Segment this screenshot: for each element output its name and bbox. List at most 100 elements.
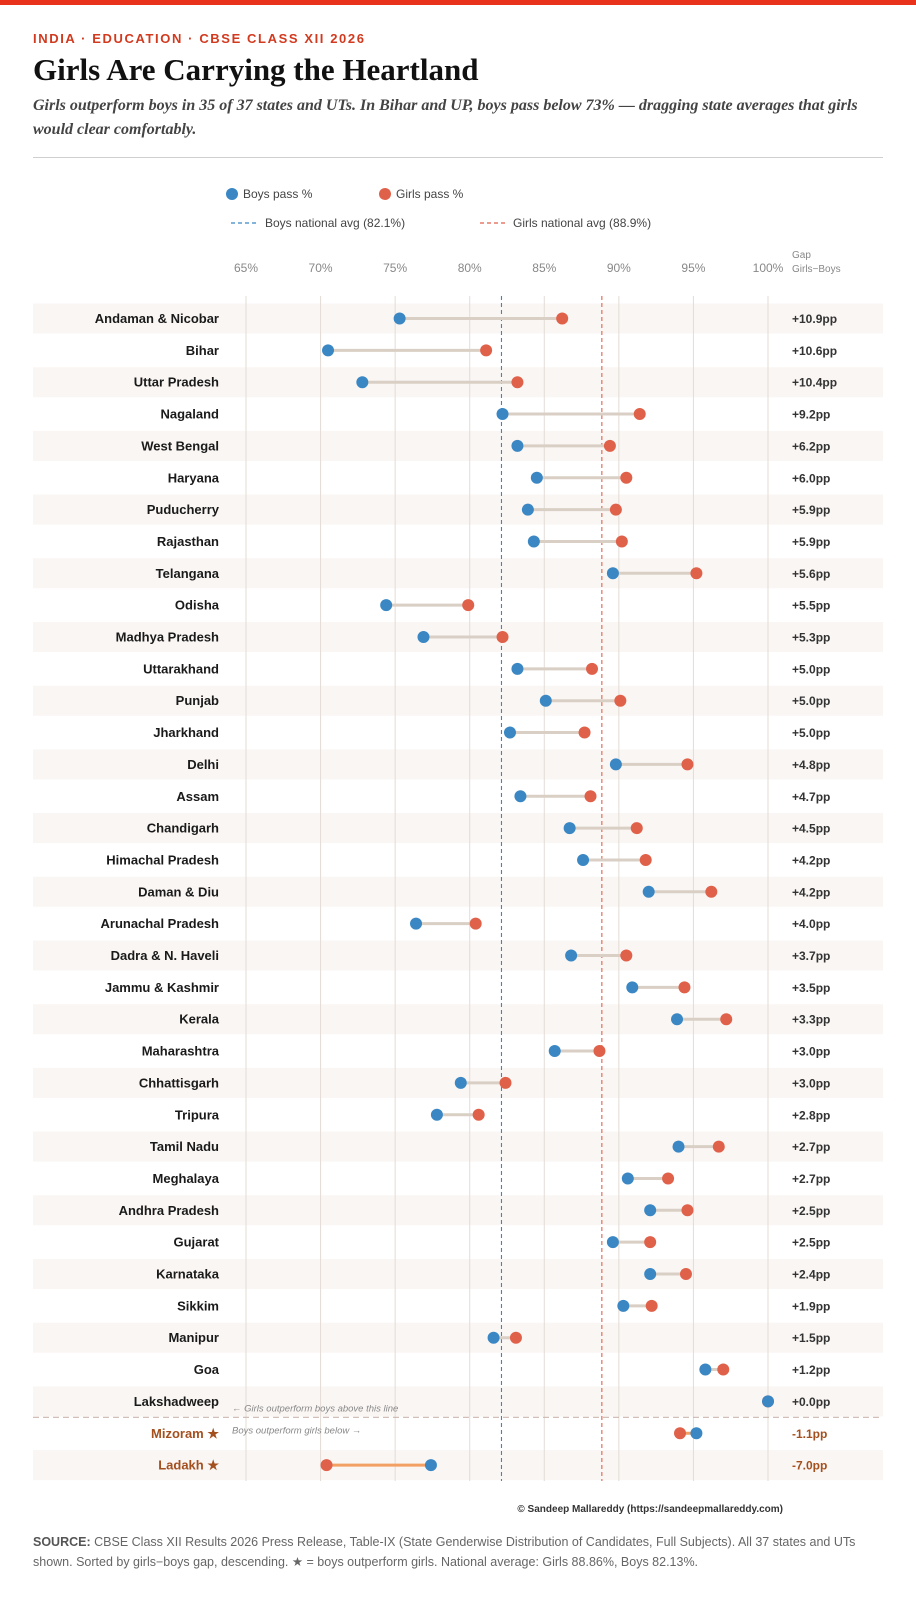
state-label: Kerala (179, 1012, 220, 1027)
row-band (33, 813, 883, 844)
gap-label: +10.6pp (792, 344, 837, 358)
row-band (33, 749, 883, 780)
girls-point (499, 1076, 512, 1089)
boys-point (521, 503, 534, 516)
gap-label: +2.7pp (792, 1172, 830, 1186)
state-label: Chandigarh (147, 821, 219, 836)
girls-point (678, 981, 691, 994)
state-label: Bihar (186, 343, 219, 358)
boys-point (514, 790, 527, 803)
state-label: Andaman & Nicobar (95, 311, 219, 326)
girls-point (720, 1013, 733, 1026)
state-label: Nagaland (160, 407, 219, 422)
gap-label: +5.0pp (792, 726, 830, 740)
state-label: Madhya Pradesh (116, 630, 219, 645)
x-tick-label: 90% (607, 261, 631, 275)
divider-note-above: ← Girls outperform boys above this line (232, 1403, 398, 1414)
boys-point (322, 344, 335, 357)
legend-boys-label: Boys pass % (243, 187, 313, 201)
gap-label: +0.0pp (792, 1395, 830, 1409)
row-band (33, 1004, 883, 1035)
row-band (33, 558, 883, 589)
gap-label: +1.2pp (792, 1363, 830, 1377)
source-note: SOURCE: CBSE Class XII Results 2026 Pres… (33, 1532, 893, 1572)
state-label: Arunachal Pradesh (101, 916, 220, 931)
girls-point (480, 344, 493, 357)
girls-point (462, 599, 475, 612)
state-label: Puducherry (147, 502, 220, 517)
boys-point (380, 599, 393, 612)
row-band (33, 494, 883, 525)
girls-point (639, 853, 652, 866)
legend-girls-label: Girls pass % (396, 187, 464, 201)
girls-point (615, 535, 628, 548)
gap-label: +5.0pp (792, 694, 830, 708)
gap-label: +5.9pp (792, 503, 830, 517)
gap-label: +3.3pp (792, 1013, 830, 1027)
boys-point (530, 471, 543, 484)
boys-point (565, 949, 578, 962)
girls-point (630, 822, 643, 835)
state-label: Gujarat (173, 1235, 219, 1250)
state-label: Tripura (175, 1107, 220, 1122)
boys-point (671, 1013, 684, 1026)
boys-point (609, 758, 622, 771)
gap-label: +2.7pp (792, 1140, 830, 1154)
boys-point (644, 1268, 657, 1280)
source-label: SOURCE: (33, 1535, 91, 1549)
gap-label: +4.2pp (792, 853, 830, 867)
state-label: Mizoram ★ (151, 1426, 219, 1441)
state-label: Himachal Pradesh (106, 852, 219, 867)
gap-label: +4.8pp (792, 758, 830, 772)
boys-point (762, 1395, 774, 1408)
girls-point (681, 758, 694, 771)
state-label: Andhra Pradesh (119, 1203, 219, 1218)
gap-label: +5.0pp (792, 662, 830, 676)
state-label: Sikkim (177, 1298, 219, 1313)
state-label: Manipur (168, 1330, 219, 1345)
row-band (33, 1322, 883, 1353)
boys-point (577, 853, 590, 866)
gap-label: +2.5pp (792, 1236, 830, 1250)
gap-label: +3.5pp (792, 981, 830, 995)
gap-label: +6.0pp (792, 471, 830, 485)
boys-point (563, 822, 576, 835)
boys-point (621, 1172, 634, 1185)
boys-point (430, 1108, 443, 1121)
girls-point (633, 408, 646, 421)
girls-point (620, 471, 633, 484)
boys-point (410, 917, 423, 930)
girls-point (472, 1108, 485, 1121)
gap-header-line1: Gap (792, 250, 811, 261)
gap-label: +2.5pp (792, 1204, 830, 1218)
x-tick-label: 65% (234, 261, 258, 275)
gap-label: +1.9pp (792, 1299, 830, 1313)
divider-note-below: Boys outperform girls below → (232, 1425, 361, 1436)
state-label: Karnataka (156, 1267, 220, 1282)
girls-point (593, 1045, 606, 1058)
girls-point (674, 1427, 687, 1440)
credit: © Sandeep Mallareddy (https://sandeepmal… (517, 1504, 783, 1515)
state-label: Dadra & N. Haveli (111, 948, 219, 963)
state-label: Ladakh ★ (158, 1458, 219, 1473)
source-text: CBSE Class XII Results 2026 Press Releas… (33, 1535, 856, 1569)
gap-label: +5.5pp (792, 599, 830, 613)
girls-point (662, 1172, 675, 1185)
state-label: Odisha (175, 598, 220, 613)
x-tick-label: 95% (681, 261, 705, 275)
gap-label: +3.7pp (792, 949, 830, 963)
state-label: Daman & Diu (138, 884, 219, 899)
dumbbell-chart: Boys pass % Girls pass % Boys national avg… (33, 187, 883, 1482)
gap-label: +3.0pp (792, 1045, 830, 1059)
gap-header-line2: Girls−Boys (792, 264, 841, 275)
state-label: Uttar Pradesh (134, 375, 219, 390)
boys-point (503, 726, 516, 739)
boys-point (617, 1299, 630, 1312)
page-title: Girls Are Carrying the Heartland (33, 52, 479, 87)
boys-point (454, 1076, 467, 1089)
gap-label: +4.5pp (792, 822, 830, 836)
x-tick-label: 100% (753, 261, 784, 275)
x-tick-label: 75% (383, 261, 407, 275)
state-label: Delhi (187, 757, 219, 772)
gap-label: +4.0pp (792, 917, 830, 931)
